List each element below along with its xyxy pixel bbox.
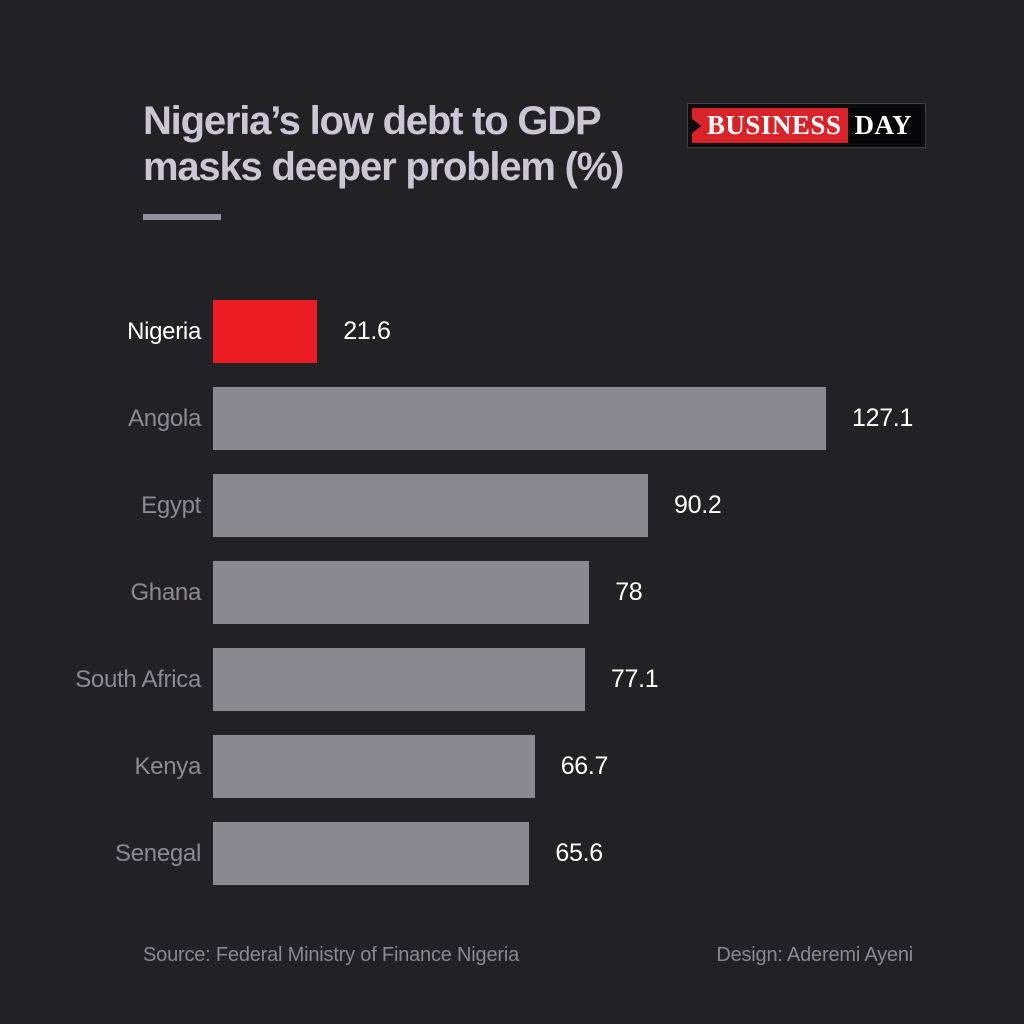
bar-label: Kenya (134, 752, 201, 780)
bar-label: Nigeria (127, 317, 201, 345)
bar (213, 648, 585, 711)
bar-value: 78 (615, 578, 643, 606)
bar (213, 822, 530, 885)
bar (213, 300, 318, 363)
bar-chart: Nigeria 21.6 Angola 127.1 Egypt 90.2 Gha… (55, 300, 913, 885)
bar (213, 735, 535, 798)
logo-business-text: BUSINESS (691, 108, 849, 143)
bar-label: Senegal (115, 839, 201, 867)
bar-value: 65.6 (555, 839, 603, 867)
businessday-logo: BUSINESS DAY (686, 103, 926, 148)
bar-row: Egypt 90.2 (55, 474, 913, 537)
bar-value: 66.7 (560, 752, 609, 780)
design-credit: Design: Aderemi Ayeni (716, 944, 913, 966)
title-line-1: Nigeria’s low debt to GDP (143, 99, 602, 143)
title-underline (143, 214, 221, 220)
title-line-2: masks deeper problem (%) (143, 145, 624, 189)
bar-rows: Nigeria 21.6 Angola 127.1 Egypt 90.2 Gha… (55, 300, 913, 885)
bar (213, 387, 826, 450)
bar-row: Kenya 66.7 (55, 735, 913, 798)
bar-row: Nigeria 21.6 (55, 300, 913, 363)
bar-row: Senegal 65.6 (55, 822, 913, 885)
bar-label: Angola (128, 404, 201, 432)
bar (213, 474, 648, 537)
bar-value: 77.1 (610, 665, 659, 693)
bar-label: Egypt (141, 491, 201, 519)
bar-label: Ghana (130, 578, 201, 606)
bar-value: 127.1 (852, 404, 914, 432)
page-title: Nigeria’s low debt to GDP masks deeper p… (143, 98, 624, 220)
bar-value: 21.6 (343, 317, 391, 345)
bar (213, 561, 590, 624)
logo-day-text: DAY (848, 108, 921, 143)
bar-label: South Africa (75, 665, 201, 693)
bar-row: Ghana 78 (55, 561, 913, 624)
source-credit: Source: Federal Ministry of Finance Nige… (143, 944, 519, 966)
logo-arrow-icon (690, 117, 701, 134)
bar-row: Angola 127.1 (55, 387, 913, 450)
bar-row: South Africa 77.1 (55, 648, 913, 711)
bar-value: 90.2 (674, 491, 722, 519)
